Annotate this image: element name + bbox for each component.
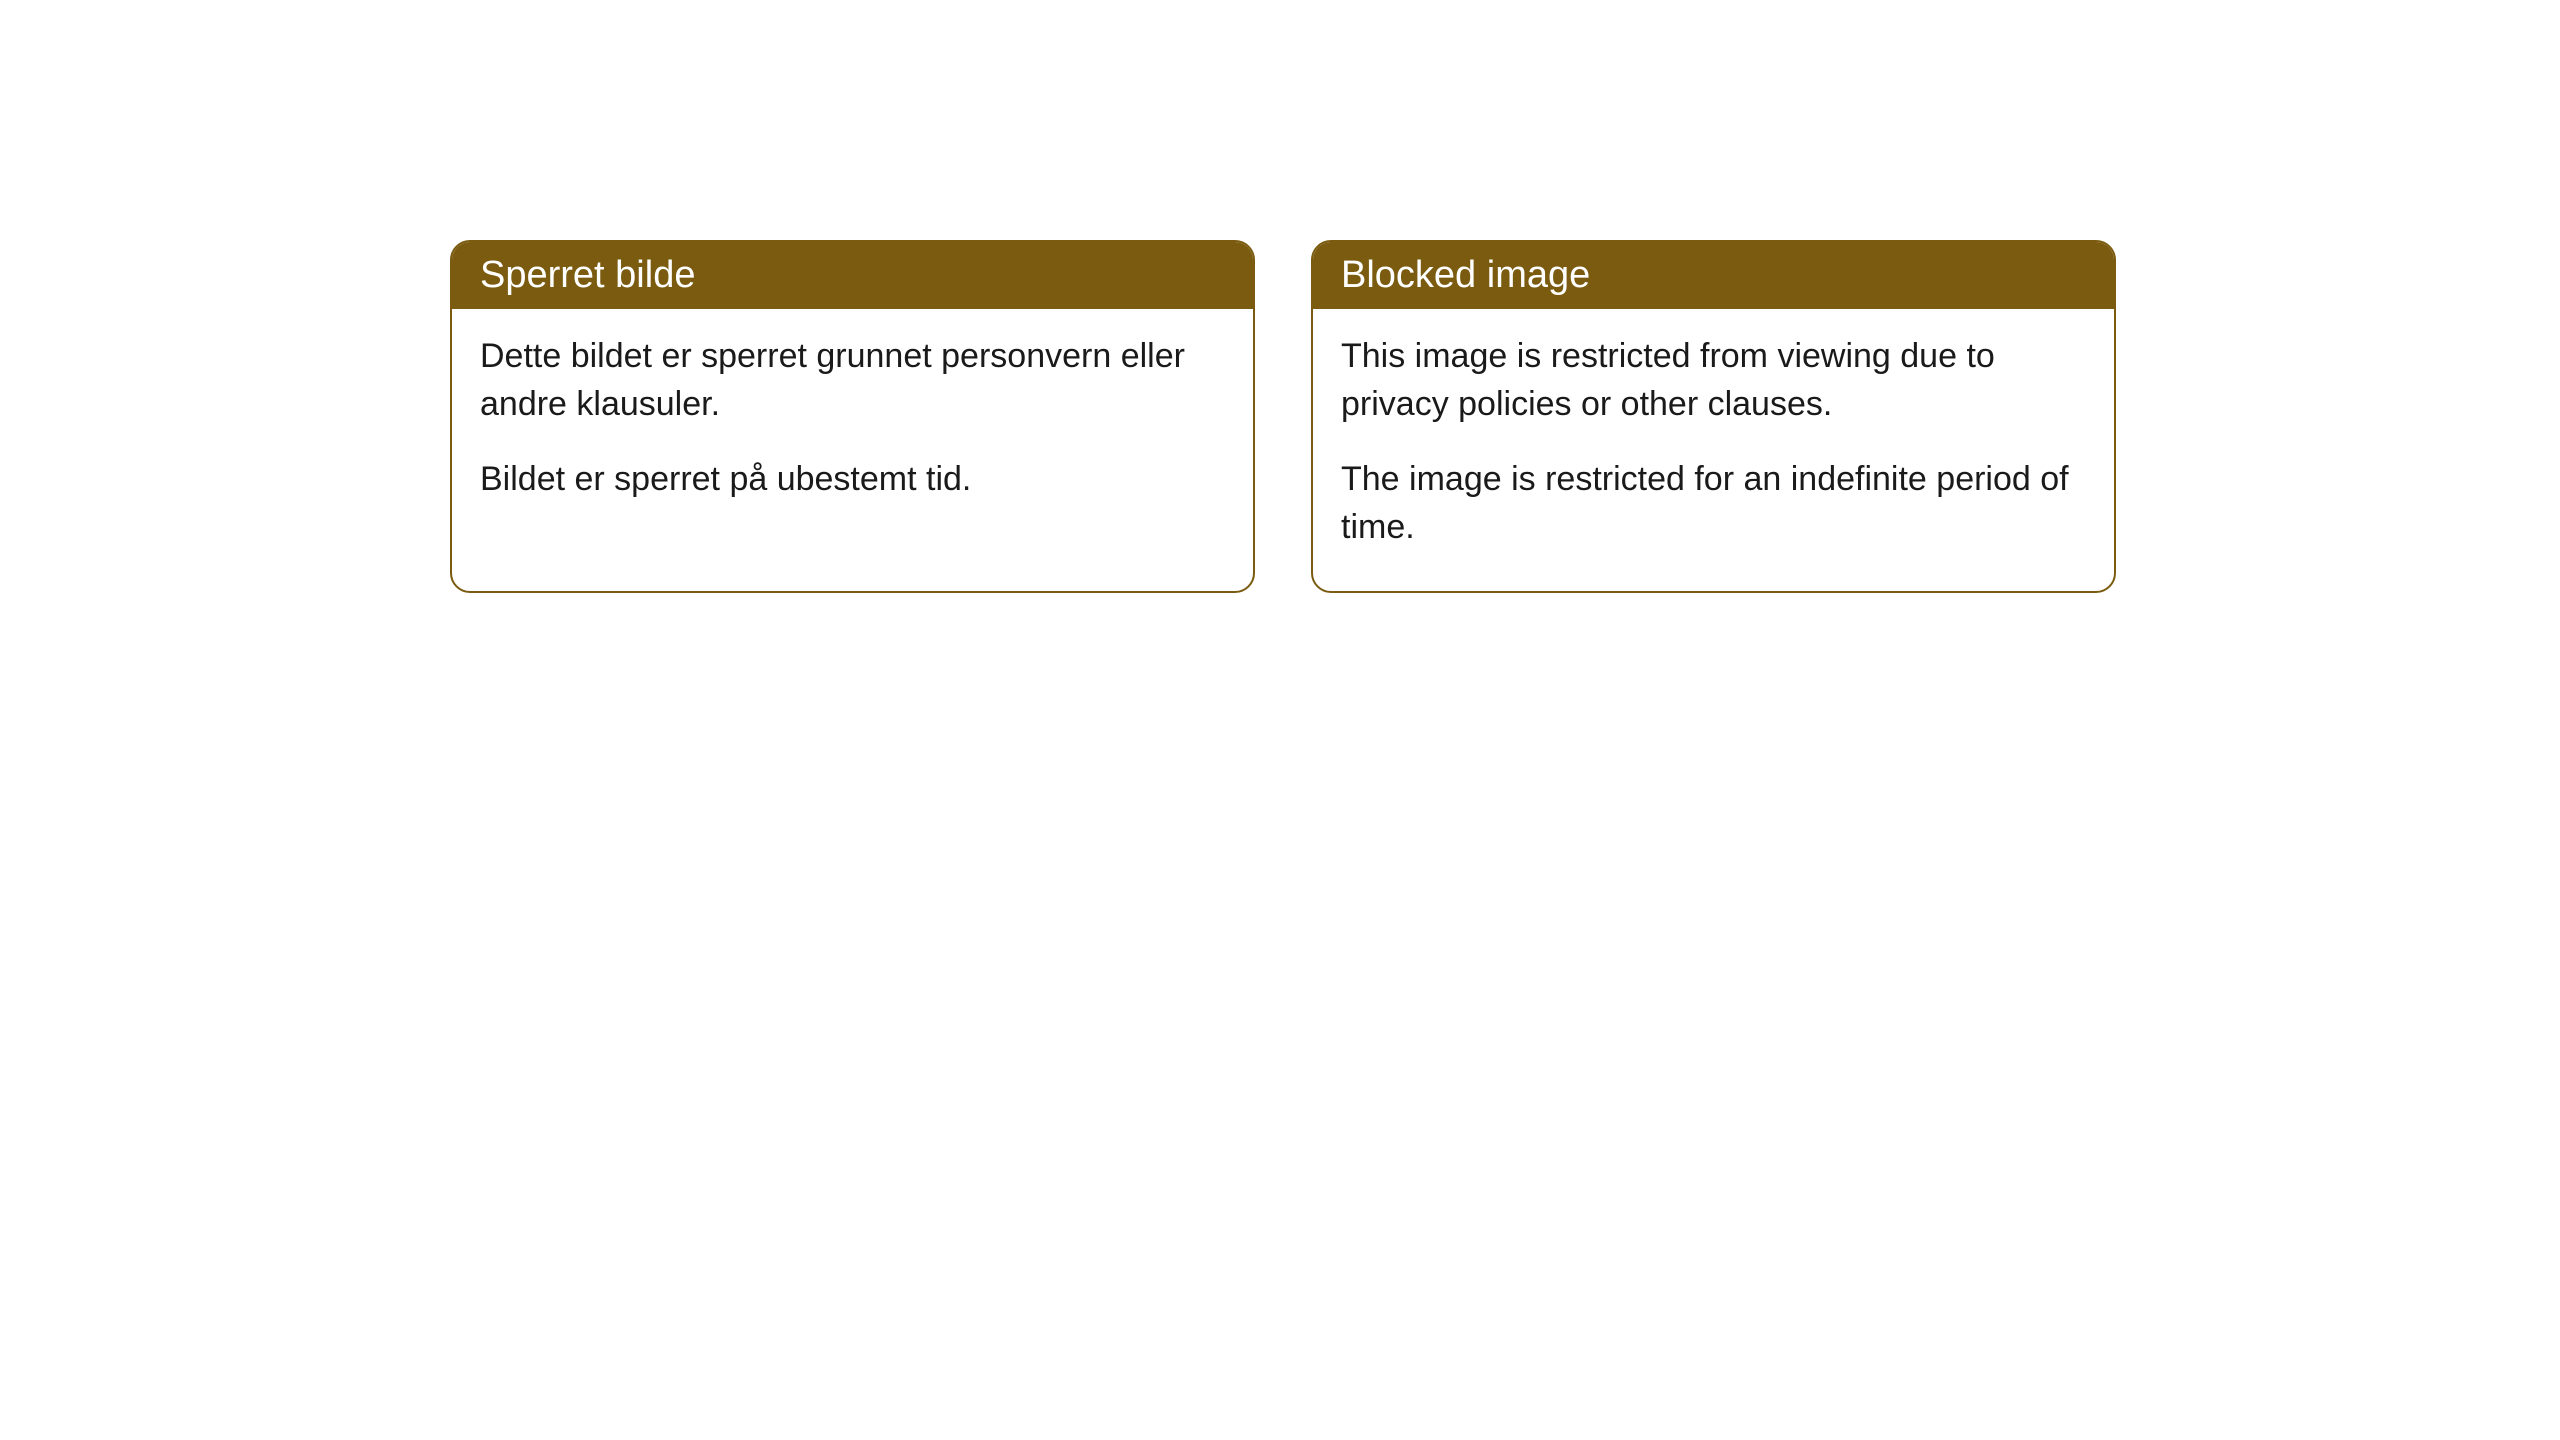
notice-paragraph: Dette bildet er sperret grunnet personve… (480, 333, 1225, 428)
card-header: Blocked image (1313, 242, 2114, 309)
notice-card-norwegian: Sperret bilde Dette bildet er sperret gr… (450, 240, 1255, 593)
card-body: Dette bildet er sperret grunnet personve… (452, 309, 1253, 544)
card-header: Sperret bilde (452, 242, 1253, 309)
notice-container: Sperret bilde Dette bildet er sperret gr… (0, 0, 2560, 593)
notice-paragraph: Bildet er sperret på ubestemt tid. (480, 456, 1225, 504)
card-body: This image is restricted from viewing du… (1313, 309, 2114, 591)
notice-paragraph: This image is restricted from viewing du… (1341, 333, 2086, 428)
notice-card-english: Blocked image This image is restricted f… (1311, 240, 2116, 593)
notice-paragraph: The image is restricted for an indefinit… (1341, 456, 2086, 551)
